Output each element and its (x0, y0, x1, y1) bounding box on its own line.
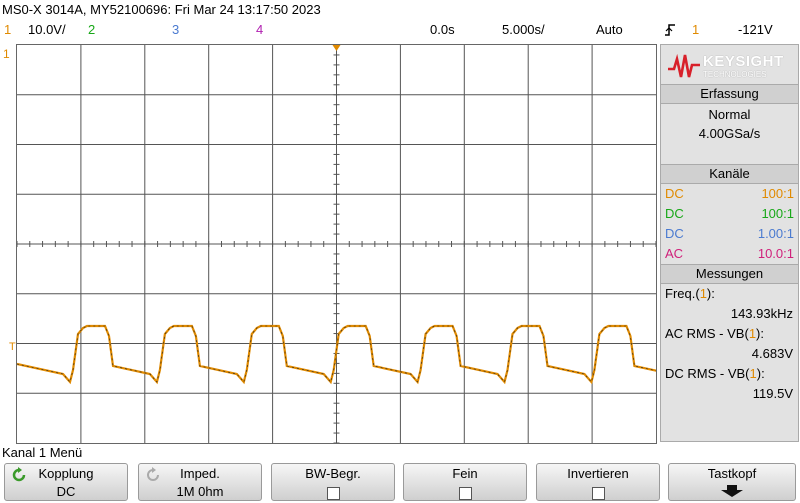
measurement-channel: 1 (699, 286, 707, 301)
rotate-arrow-icon (145, 467, 161, 486)
softkey-label: BW-Begr. (305, 466, 361, 481)
status-bar: 1 10.0V/ 2 3 4 0.0s 5.000s/ Auto 1 -121V (0, 22, 800, 40)
graticule (17, 45, 656, 443)
ch1-trace (17, 324, 656, 385)
ch3-number[interactable]: 3 (172, 22, 180, 37)
measurement-name: DC RMS - VB (665, 366, 746, 381)
softkey-bw-limit[interactable]: BW-Begr. (271, 463, 395, 501)
trigger-level-marker[interactable]: T (9, 341, 16, 353)
channel-probe-ratio: 10.0:1 (757, 246, 794, 261)
ch1-number[interactable]: 1 (4, 22, 12, 37)
channel-coupling: DC (665, 186, 684, 201)
checkbox-icon[interactable] (326, 487, 340, 500)
ch2-number[interactable]: 2 (88, 22, 96, 37)
softkey-label: Imped. (180, 466, 220, 481)
menu-title: Kanal 1 Menü (2, 445, 83, 460)
messungen-header[interactable]: Messungen (661, 264, 798, 284)
ch1-scale[interactable]: 10.0V/ (28, 22, 66, 37)
softkey-impedance[interactable]: Imped. 1M 0hm (138, 463, 262, 501)
softkey-label: Kopplung (38, 466, 94, 481)
measurement-channel: 1 (748, 326, 757, 341)
trigger-channel[interactable]: 1 (692, 22, 700, 37)
trigger-level[interactable]: -121V (738, 22, 773, 37)
measurement-value: 143.93kHz (730, 306, 793, 321)
channel-coupling: DC (665, 206, 684, 221)
softkey-label: Tastkopf (707, 466, 757, 481)
time-scale[interactable]: 5.000s/ (502, 22, 545, 37)
checkbox-icon[interactable] (458, 487, 472, 500)
softkey-label: Invertieren (567, 466, 629, 481)
keysight-logo: KEYSIGHT TECHNOLOGIES (665, 51, 795, 83)
brand-name: KEYSIGHT (703, 53, 784, 70)
window-title: MS0-X 3014A, MY52100696: Fri Mar 24 13:1… (2, 2, 321, 17)
measurement-label: AC RMS - VB(1): (665, 326, 764, 341)
waveform-display[interactable] (16, 44, 657, 444)
time-position[interactable]: 0.0s (430, 22, 455, 37)
kanaele-header[interactable]: Kanäle (661, 164, 798, 184)
channel-coupling: AC (665, 246, 684, 261)
measurement-value: 4.683V (751, 346, 793, 361)
softkey-kopplung[interactable]: Kopplung DC (4, 463, 128, 501)
submenu-arrow-icon (669, 484, 795, 501)
measurement-label: Freq.(1): (665, 286, 715, 301)
measurement-channel: 1 (749, 366, 757, 381)
rotate-arrow-icon (11, 467, 27, 486)
sample-rate: 4.00GSa/s (698, 126, 761, 141)
softkey-invertieren[interactable]: Invertieren (536, 463, 660, 501)
checkbox-icon[interactable] (591, 487, 605, 500)
measurement-name: Freq. (665, 286, 696, 301)
trigger-edge-icon (664, 22, 676, 41)
channel-probe-ratio: 100:1 (761, 186, 794, 201)
brand-sub: TECHNOLOGIES (703, 70, 767, 79)
softkey-value: 1M 0hm (176, 484, 224, 499)
erfassung-header[interactable]: Erfassung (661, 84, 798, 104)
ch4-number[interactable]: 4 (256, 22, 264, 37)
measurement-value: 119.5V (752, 386, 793, 401)
channel-probe-ratio: 1.00:1 (757, 226, 794, 241)
channel-probe-ratio: 100:1 (761, 206, 794, 221)
softkey-value: DC (56, 484, 76, 499)
measurement-label: DC RMS - VB(1): (665, 366, 765, 381)
acquisition-mode: Normal (708, 107, 751, 122)
trigger-mode[interactable]: Auto (596, 22, 623, 37)
measurement-name: AC RMS - VB (665, 326, 745, 341)
softkey-label: Fein (452, 466, 478, 481)
ch1-ground-marker[interactable]: 1 (3, 47, 10, 61)
softkey-tastkopf[interactable]: Tastkopf (668, 463, 796, 501)
softkey-fein[interactable]: Fein (403, 463, 527, 501)
channel-coupling: DC (665, 226, 684, 241)
side-panel: KEYSIGHT TECHNOLOGIES Erfassung Normal 4… (660, 44, 799, 442)
